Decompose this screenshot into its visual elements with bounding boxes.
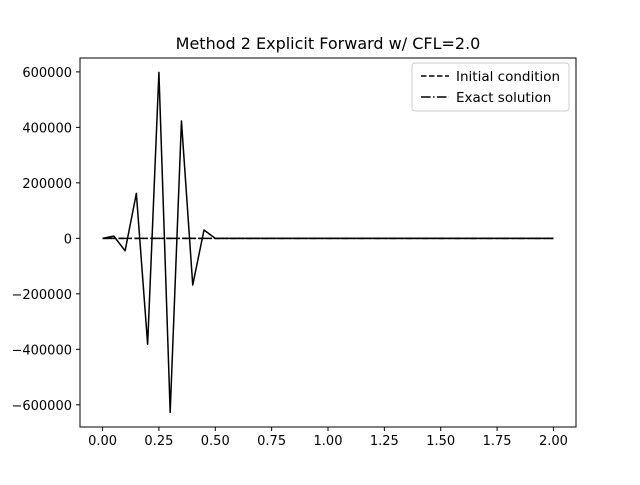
x-tick-label: 0.25	[144, 434, 173, 449]
legend: Initial condition Exact solution	[411, 62, 570, 112]
y-tick-label: 0	[64, 232, 72, 247]
legend-label-initial-condition: Initial condition	[456, 69, 560, 85]
series-layer	[102, 71, 554, 414]
series-line-numerical-solution	[102, 71, 554, 414]
x-tick-label: 1.75	[483, 434, 512, 449]
x-tick-label: 2.00	[539, 434, 568, 449]
x-tick-label: 1.50	[426, 434, 455, 449]
y-tick-label: 400000	[22, 121, 72, 136]
y-tick-label: 600000	[22, 66, 72, 81]
chart-title: Method 2 Explicit Forward w/ CFL=2.0	[176, 34, 481, 53]
x-tick-label: 0.00	[88, 434, 117, 449]
y-tick-label: −200000	[11, 288, 72, 303]
legend-label-exact-solution: Exact solution	[456, 90, 551, 106]
y-tick-label: −400000	[11, 343, 72, 358]
y-tick-label: −600000	[11, 399, 72, 414]
x-tick-label: 0.50	[201, 434, 230, 449]
axes-layer: 0.00 0.25 0.50 0.75 1.00 1.25 1.50 1.75 2.00 −600…	[11, 57, 577, 449]
legend-box	[411, 62, 570, 112]
x-tick-label: 1.00	[314, 434, 343, 449]
y-tick-label: 200000	[22, 177, 72, 192]
x-tick-label: 1.25	[370, 434, 399, 449]
x-tick-label: 0.75	[257, 434, 286, 449]
